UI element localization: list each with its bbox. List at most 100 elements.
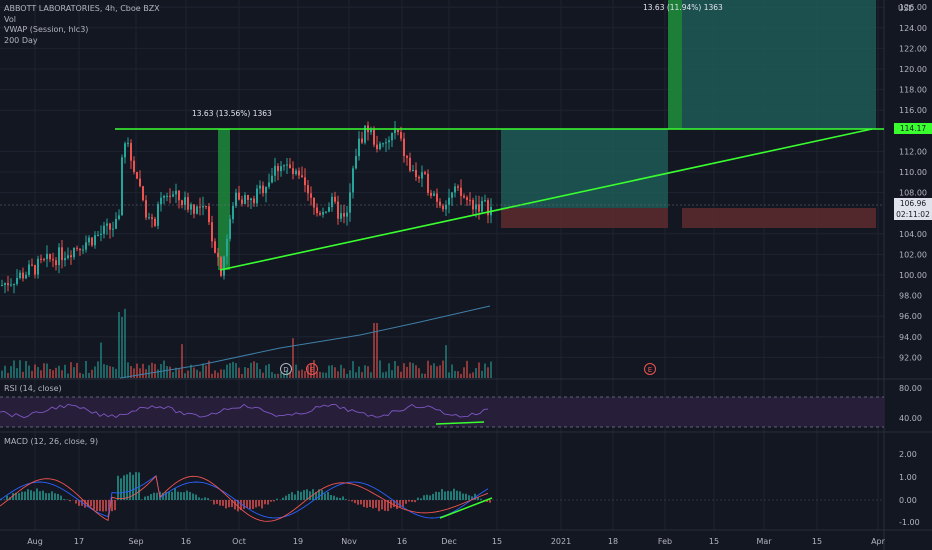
macd-tick-label: 1.00 xyxy=(899,473,917,482)
volume-bar xyxy=(265,365,267,378)
symbol-title[interactable]: ABBOTT LABORATORIES, 4h, Cboe BZX xyxy=(4,4,160,13)
candle-body xyxy=(124,143,126,158)
candle-body xyxy=(214,241,216,253)
volume-bar xyxy=(295,364,297,378)
volume-bar xyxy=(283,373,285,378)
macd-histogram-bar xyxy=(204,497,206,500)
price-tick-label: 92.00 xyxy=(899,353,922,362)
macd-histogram-bar xyxy=(276,498,278,500)
volume-bar xyxy=(178,369,180,378)
volume-bar xyxy=(136,363,138,378)
candle-body xyxy=(16,277,18,284)
macd-histogram-bar xyxy=(351,500,353,502)
countdown-tag: 02:11:02 xyxy=(894,209,932,220)
volume-bar xyxy=(427,360,429,378)
candle-body xyxy=(391,133,393,141)
macd-histogram-bar xyxy=(462,493,464,500)
time-tick-label: Feb xyxy=(658,537,672,546)
ma-indicator-label[interactable]: 200 Day xyxy=(4,35,38,45)
candle-body xyxy=(466,197,468,200)
macd-histogram-bar xyxy=(477,496,479,500)
price-tick-label: 110.00 xyxy=(899,168,927,177)
price-tick-label: 120.00 xyxy=(899,65,927,74)
earnings-marker-icon[interactable]: E xyxy=(306,363,318,375)
volume-bar xyxy=(454,370,456,378)
measure-bar xyxy=(668,0,682,129)
volume-bar xyxy=(334,367,336,378)
stop-zone xyxy=(501,208,668,228)
volume-bar xyxy=(199,371,201,378)
candle-body xyxy=(484,200,486,202)
candle-body xyxy=(163,195,165,198)
candle-body xyxy=(85,242,87,250)
macd-histogram-bar xyxy=(405,500,407,504)
candle-body xyxy=(202,206,204,208)
vwap-indicator-label[interactable]: VWAP (Session, hlc3) xyxy=(4,25,89,34)
price-tick-label: 118.00 xyxy=(899,86,927,95)
macd-histogram-bar xyxy=(57,493,59,500)
candle-body xyxy=(394,129,396,134)
volume-bar xyxy=(364,365,366,378)
measure-label-left: 13.63 (13.56%) 1363 xyxy=(192,109,272,118)
macd-divergence-line xyxy=(439,497,493,519)
volume-bar xyxy=(331,365,333,378)
price-tick-label: 124.00 xyxy=(899,24,927,33)
resistance-price-tag: 114.17 xyxy=(894,123,932,134)
earnings-marker-icon[interactable]: E xyxy=(644,363,656,375)
volume-bar xyxy=(277,373,279,378)
macd-histogram-bar xyxy=(399,500,401,508)
target-zone xyxy=(682,0,876,129)
macd-histogram-bar xyxy=(450,491,452,500)
candle-body xyxy=(175,190,177,195)
candle-body xyxy=(247,195,249,201)
volume-bar xyxy=(154,363,156,378)
macd-tick-label: 0.00 xyxy=(899,496,917,505)
macd-histogram-bar xyxy=(150,494,152,500)
dividend-marker-icon[interactable]: D xyxy=(280,363,292,375)
candle-body xyxy=(388,140,390,143)
macd-histogram-bar xyxy=(111,500,113,512)
candle-body xyxy=(193,204,195,214)
macd-histogram-bar xyxy=(297,490,299,500)
volume-bar xyxy=(100,342,102,378)
candle-body xyxy=(355,156,357,169)
volume-bar xyxy=(430,365,432,378)
volume-bar xyxy=(157,369,159,378)
price-tick-label: 96.00 xyxy=(899,312,922,321)
price-tick-label: 100.00 xyxy=(899,271,927,280)
candle-body xyxy=(67,255,69,259)
volume-bar xyxy=(316,371,318,378)
candle-body xyxy=(172,194,174,197)
time-tick-label: Dec xyxy=(441,537,456,546)
volume-indicator-label[interactable]: Vol xyxy=(4,14,16,24)
volume-bar xyxy=(187,370,189,378)
macd-label[interactable]: MACD (12, 26, close, 9) xyxy=(4,437,99,446)
volume-bar xyxy=(418,368,420,378)
macd-histogram-bar xyxy=(456,490,458,500)
macd-histogram-bar xyxy=(486,500,488,503)
macd-histogram-bar xyxy=(138,472,140,500)
macd-histogram-bar xyxy=(141,499,143,500)
candle-body xyxy=(433,193,435,196)
macd-histogram-bar xyxy=(144,496,146,500)
volume-bar xyxy=(289,372,291,378)
candle-body xyxy=(22,272,24,279)
candle-body xyxy=(418,177,420,179)
time-tick-label: 18 xyxy=(608,537,618,546)
volume-bar xyxy=(184,373,186,378)
price-tick-label: 112.00 xyxy=(899,147,927,156)
candle-body xyxy=(226,238,228,257)
rsi-label[interactable]: RSI (14, close) xyxy=(4,384,62,393)
candle-body xyxy=(274,165,276,176)
macd-histogram-bar xyxy=(408,500,410,502)
volume-bar xyxy=(478,362,480,378)
volume-bar xyxy=(112,366,114,378)
volume-bar xyxy=(202,363,204,378)
volume-bar xyxy=(10,366,12,378)
volume-bar xyxy=(169,366,171,378)
volume-bar xyxy=(190,364,192,378)
volume-bar xyxy=(391,370,393,378)
volume-bar xyxy=(88,372,90,378)
macd-histogram-bar xyxy=(210,500,212,501)
